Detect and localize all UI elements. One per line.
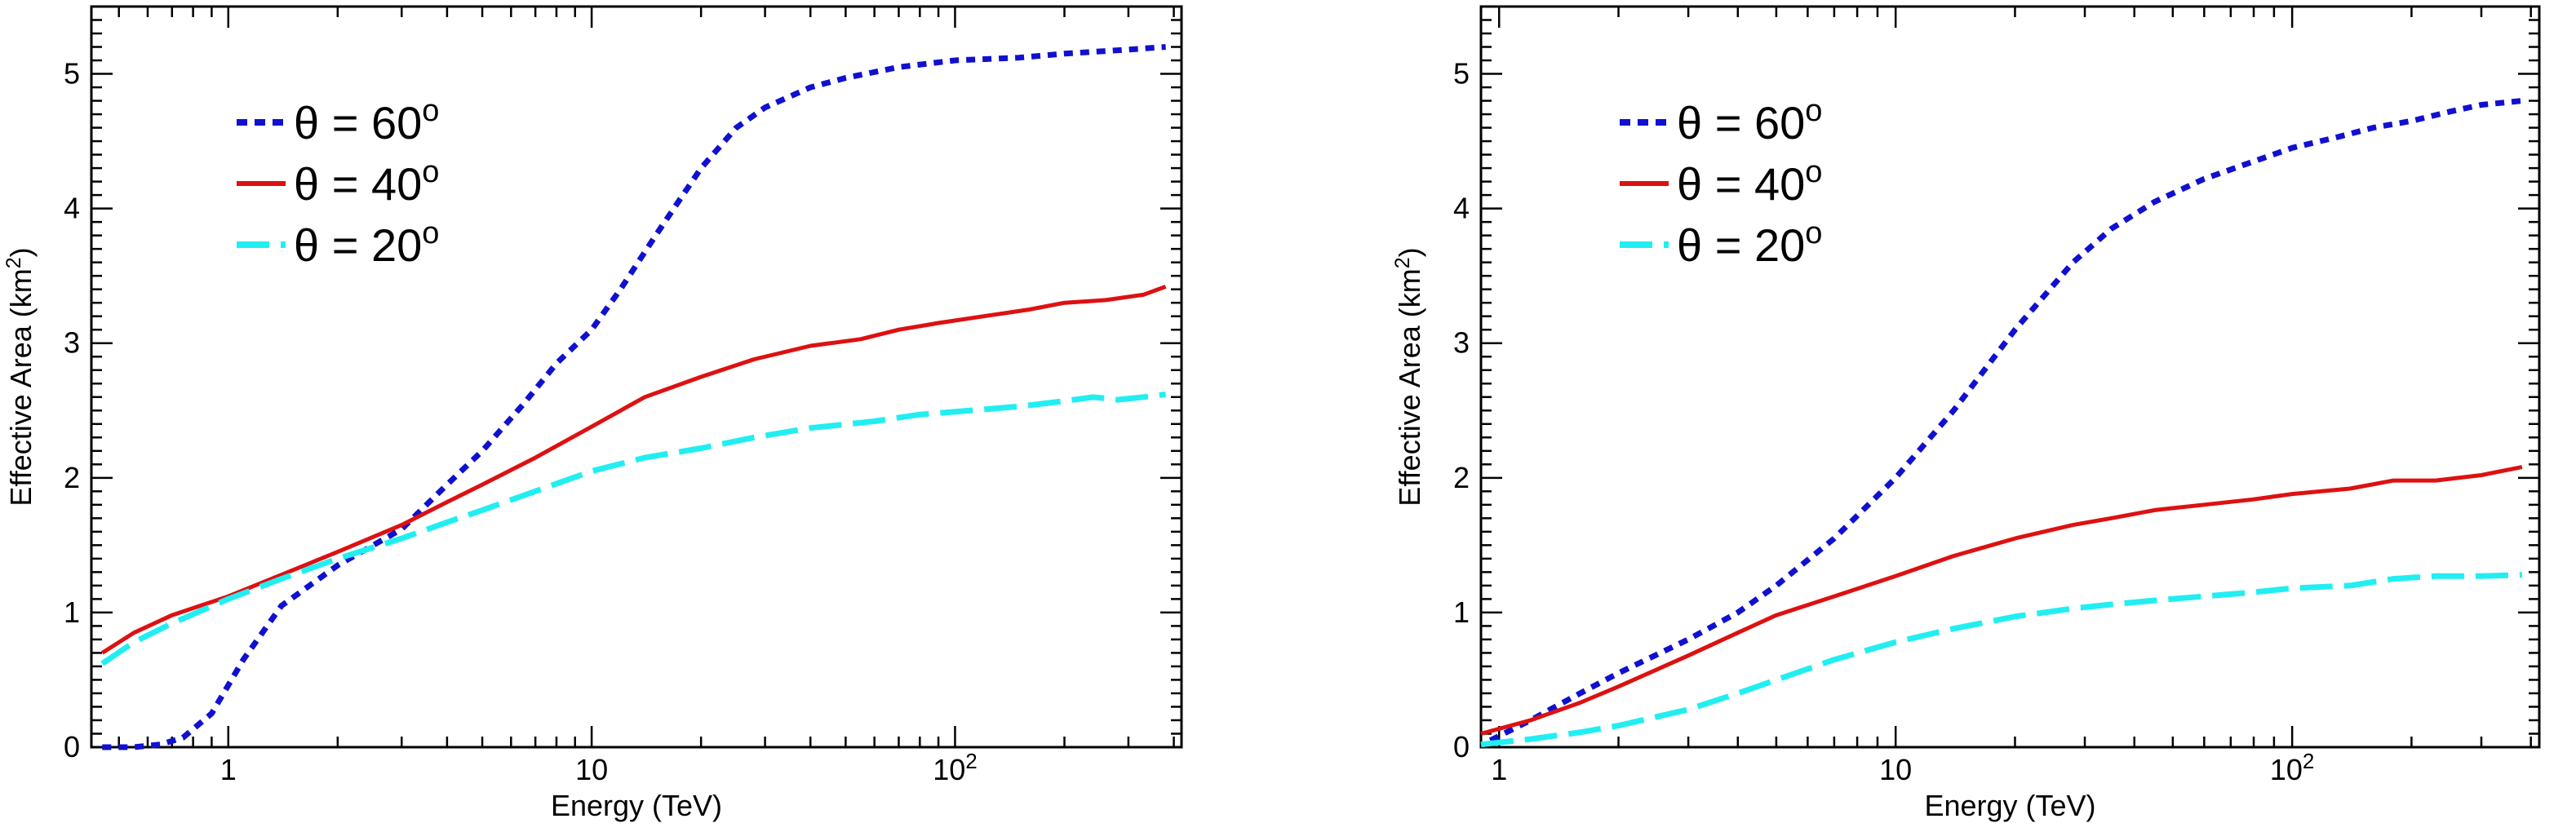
y-tick-label: 0: [64, 730, 80, 763]
y-tick-label: 5: [1453, 57, 1470, 91]
y-tick-label: 2: [1453, 461, 1470, 494]
series-line-0: [102, 44, 1166, 750]
plot-frame: [90, 5, 1183, 749]
x-tick-label: 10: [1879, 753, 1912, 786]
series-line-2: [1480, 572, 2523, 748]
x-tick-label: 1: [220, 753, 237, 786]
legend-label: θ = 40o: [294, 155, 439, 210]
x-tick-label: 102: [2270, 749, 2315, 786]
series-lines: [100, 44, 1167, 750]
y-axis-label: Effective Area (km2): [2, 247, 38, 506]
legend-label: θ = 20o: [294, 216, 439, 271]
y-tick-label: 4: [1453, 192, 1470, 225]
y-tick-label: 3: [64, 326, 80, 360]
x-tick-label: 102: [933, 749, 978, 786]
legend-label: θ = 40o: [1677, 155, 1822, 210]
series-line-1: [100, 285, 1167, 655]
series-lines: [1480, 98, 2523, 748]
series-line-2: [100, 392, 1167, 666]
y-tick-label: 1: [64, 595, 80, 629]
x-axis-label: Energy (TeV): [1924, 789, 2095, 822]
y-tick-labels: 0 1 2 3 4 5: [64, 57, 80, 763]
y-tick-label: 2: [64, 461, 80, 494]
y-tick-label: 4: [64, 192, 80, 225]
legend: θ = 60o θ = 40o θ = 20o: [237, 94, 439, 271]
y-axis-label: Effective Area (km2): [1391, 247, 1426, 506]
legend-label: θ = 60o: [1677, 94, 1822, 148]
series-line-0: [1488, 98, 2523, 743]
y-tick-label: 1: [1453, 595, 1470, 629]
plot-frame: [1479, 5, 2541, 749]
y-tick-labels: 0 1 2 3 4 5: [1453, 57, 1470, 763]
legend-label: θ = 60o: [294, 94, 439, 148]
series-line-1: [1480, 465, 2523, 736]
left-chart-panel: 0 1 2 3 4 5 1 10 102 Energy (TeV) Effective Area (…: [2, 5, 1183, 822]
legend: θ = 60o θ = 40o θ = 20o: [1620, 94, 1822, 271]
y-tick-label: 5: [64, 57, 80, 91]
x-axis-label: Energy (TeV): [551, 789, 722, 822]
x-tick-label: 1: [1491, 753, 1507, 786]
legend-label: θ = 20o: [1677, 216, 1822, 271]
y-tick-label: 3: [1453, 326, 1470, 360]
x-tick-label: 10: [575, 753, 608, 786]
y-tick-label: 0: [1453, 730, 1470, 763]
